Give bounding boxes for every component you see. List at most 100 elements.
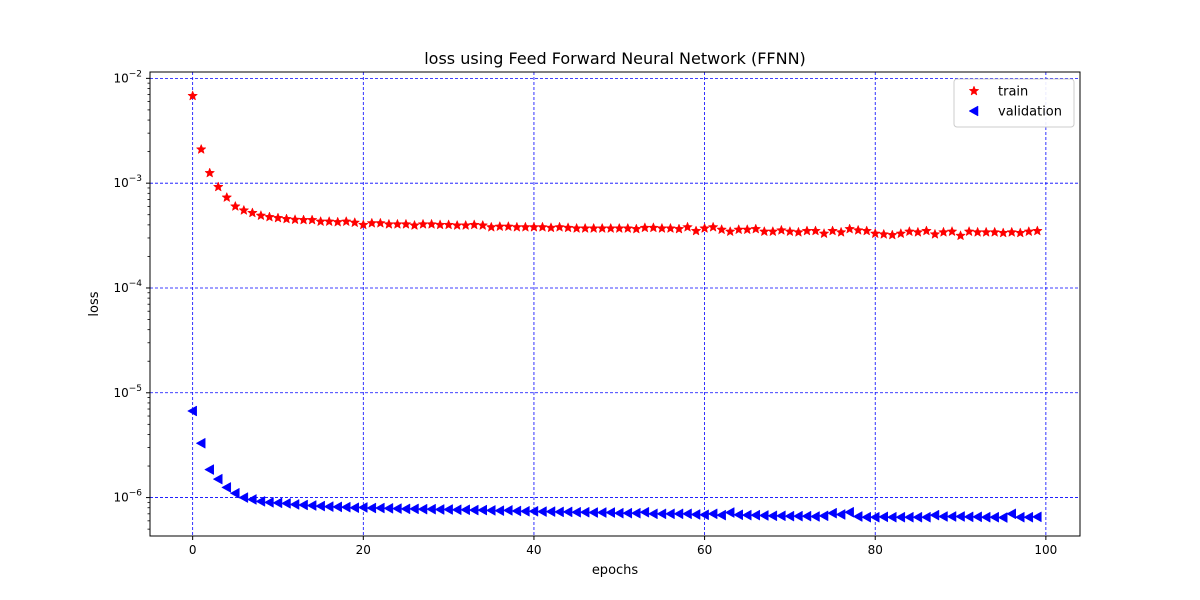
train-point [929, 228, 941, 239]
train-point [306, 214, 318, 225]
y-tick-label: 10−3 [113, 174, 142, 190]
x-tick-label: 60 [697, 543, 712, 557]
train-point [630, 223, 642, 234]
train-point [195, 143, 207, 154]
train-point [827, 225, 838, 236]
validation-point [639, 506, 650, 518]
validation-point [809, 511, 820, 522]
validation-point [255, 495, 266, 507]
x-axis-title: epochs [592, 563, 639, 578]
train-point [349, 216, 361, 228]
train-point [187, 90, 199, 101]
legend-marker-validation [968, 105, 979, 117]
train-point [340, 215, 352, 227]
validation-point [929, 509, 940, 521]
validation-point [827, 507, 837, 519]
train-point [912, 226, 924, 237]
validation-point [315, 500, 325, 512]
x-tick-label: 80 [868, 543, 883, 557]
y-tick-label: 10−6 [113, 489, 142, 505]
train-point [545, 222, 557, 233]
train-point [332, 216, 344, 227]
train-point [1006, 226, 1018, 237]
train-point [989, 226, 1001, 237]
train-point [852, 224, 864, 235]
legend: train validation [953, 78, 1075, 128]
validation-point [238, 492, 249, 504]
legend-marker-train [968, 85, 980, 96]
y-tick-label: 10−2 [113, 69, 142, 85]
y-tick-label-exponent: −4 [129, 279, 143, 289]
train-point [844, 223, 856, 234]
train-point [810, 225, 821, 236]
train-point [204, 167, 216, 178]
validation-point [682, 508, 692, 520]
x-tick-label: 0 [189, 543, 197, 557]
train-point [997, 227, 1009, 238]
train-point [460, 219, 472, 231]
validation-point [221, 482, 232, 493]
train-point [468, 219, 480, 230]
validation-point [204, 464, 214, 476]
series-validation [187, 405, 1042, 523]
train-point [946, 225, 958, 237]
train-point [443, 219, 455, 230]
train-point [665, 222, 676, 234]
validation-point [187, 405, 197, 417]
train-point [1023, 225, 1035, 237]
train-point [767, 225, 779, 237]
validation-point [229, 487, 240, 499]
validation-point [280, 497, 291, 509]
validation-point [340, 501, 351, 513]
train-point [264, 211, 275, 222]
train-point [502, 220, 514, 232]
train-point [289, 214, 301, 225]
train-point [724, 225, 736, 237]
validation-point [724, 507, 735, 518]
validation-point [1031, 511, 1042, 523]
y-tick-label-base: 10 [113, 176, 128, 190]
validation-point [707, 508, 718, 520]
validation-point [844, 506, 854, 518]
train-point [963, 225, 975, 237]
train-point [869, 227, 881, 239]
legend-label-train: train [998, 85, 1028, 100]
train-point [895, 227, 907, 239]
train-point [938, 226, 949, 237]
validation-point [997, 512, 1008, 523]
train-point [374, 217, 386, 228]
train-point [212, 181, 224, 192]
validation-point [195, 437, 206, 449]
train-point [741, 223, 753, 235]
train-point [707, 221, 719, 232]
train-point [238, 204, 250, 215]
train-point [1014, 227, 1026, 238]
train-point [229, 200, 241, 212]
train-point [878, 228, 890, 239]
validation-point [699, 509, 709, 521]
validation-point [502, 504, 513, 516]
train-point [426, 218, 437, 229]
train-point [554, 221, 565, 232]
train-point [699, 222, 710, 234]
train-point [255, 209, 267, 221]
legend-box [953, 78, 1075, 128]
y-tick-label-base: 10 [113, 71, 128, 85]
x-tick-label: 20 [356, 543, 371, 557]
train-point [409, 219, 420, 231]
train-point [861, 225, 873, 236]
train-point [323, 215, 335, 227]
validation-point [818, 510, 829, 522]
train-point [281, 213, 292, 224]
y-tick-label-exponent: −3 [129, 174, 142, 184]
validation-point [852, 511, 863, 522]
train-point [784, 225, 796, 237]
train-point [682, 221, 693, 232]
y-tick-label-base: 10 [113, 386, 128, 400]
plot-series [187, 90, 1043, 523]
train-point [400, 218, 412, 229]
train-point [818, 227, 830, 239]
train-point [272, 212, 284, 223]
validation-point [835, 509, 846, 520]
